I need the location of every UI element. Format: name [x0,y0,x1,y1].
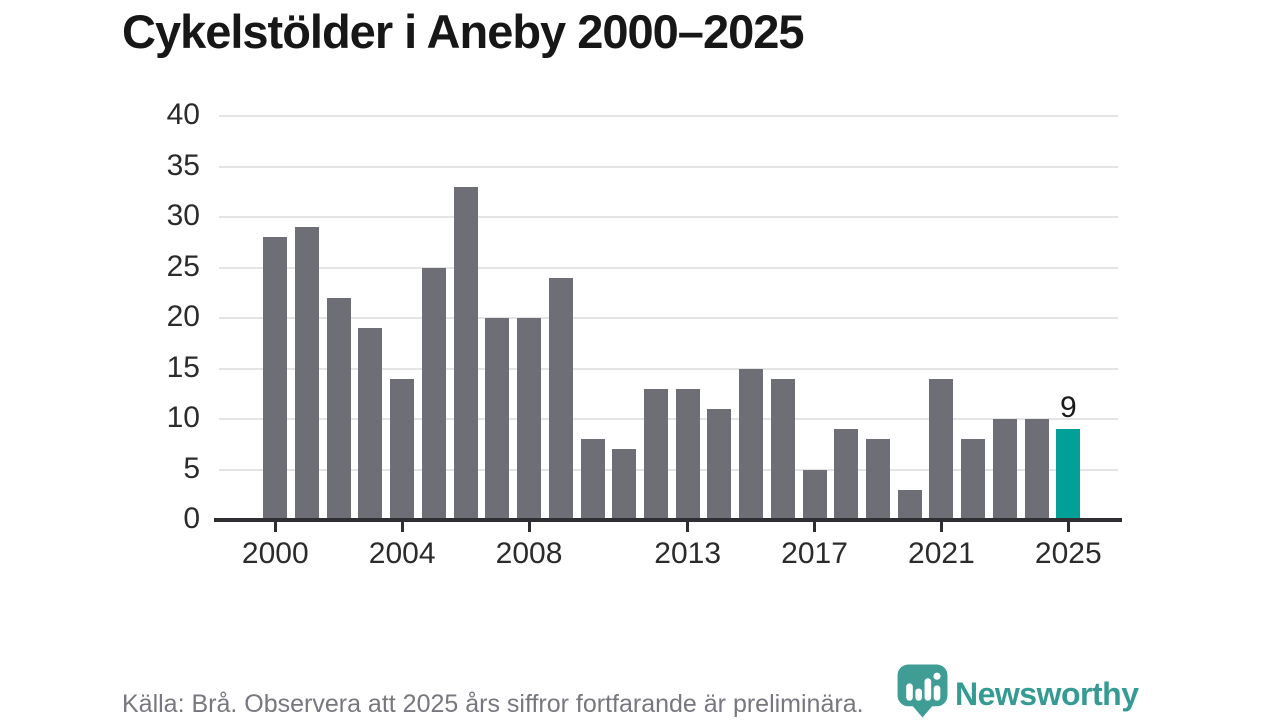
x-tick-2017 [813,522,817,532]
bar-2025 [1056,429,1081,520]
gridline-y-5 [219,468,1118,471]
bar-2020 [897,489,922,520]
bar-2014 [707,408,732,520]
x-tick-2004 [400,522,404,532]
x-axis-label-2017: 2017 [781,537,848,570]
newsworthy-wordmark: Newsworthy [955,676,1139,712]
x-tick-2021 [939,522,943,532]
x-tick-2008 [527,522,531,532]
gridline-y-10 [219,418,1118,420]
bar-2023 [992,419,1017,520]
gridline-y-25 [219,266,1118,269]
x-tick-2000 [273,522,277,532]
bar-2008 [517,318,542,520]
y-axis-label-0: 0 [183,502,200,535]
gridline-y-35 [219,165,1118,168]
bar-2013 [675,388,700,520]
gridline-y-40 [219,115,1118,117]
y-axis-label-40: 40 [166,98,200,131]
x-axis-label-2008: 2008 [495,537,563,570]
bar-2018 [834,429,859,520]
bar-2010 [580,439,605,520]
y-axis-label-15: 15 [166,350,200,384]
y-axis-label-30: 30 [166,199,200,232]
x-axis-label-2021: 2021 [908,537,975,570]
bar-2007 [485,318,510,520]
highlight-value-label: 9 [1059,391,1077,425]
y-axis-label-20: 20 [166,300,200,333]
x-axis-label-2000: 2000 [241,537,309,570]
gridline-y-30 [219,216,1118,218]
bar-2024 [1024,419,1049,520]
x-axis-line [214,518,1122,522]
x-tick-2025 [1066,522,1070,532]
y-axis-label-10: 10 [166,401,200,434]
bar-2009 [548,277,573,520]
bar-2021 [929,378,954,520]
bar-chart: 0 5 10 15 20 25 30 35 40 2000 2004 2008 2013 2017 2021… [166,98,1122,570]
y-axis-label-35: 35 [166,148,200,182]
source-note: Källa: Brå. Observera att 2025 års siffr… [122,690,864,718]
bar-2005 [421,267,446,520]
x-axis-label-2004: 2004 [368,537,436,570]
bar-2001 [295,227,320,520]
bar-2000 [263,237,288,520]
x-tick-2013 [686,522,690,532]
bar-2003 [358,328,383,520]
bar-2017 [802,469,827,520]
y-axis-label-25: 25 [166,249,200,283]
chart-title: Cykelstölder i Aneby 2000–2025 [122,5,804,58]
y-axis-label-5: 5 [183,451,200,485]
bar-chart-bubble-icon [897,664,948,718]
bar-2006 [453,186,478,520]
bar-2016 [770,378,795,520]
bar-2002 [326,297,351,520]
bar-2011 [612,449,637,520]
x-axis-label-2025: 2025 [1034,537,1102,570]
gridline-y-20 [219,317,1118,319]
newsworthy-logo: Newsworthy [897,664,1139,718]
bar-2019 [865,439,890,520]
bar-2004 [390,378,415,520]
bar-2015 [739,368,764,520]
bar-2022 [961,439,986,520]
bar-2012 [643,388,668,520]
gridline-y-15 [219,367,1118,370]
x-axis-label-2013: 2013 [654,537,722,570]
